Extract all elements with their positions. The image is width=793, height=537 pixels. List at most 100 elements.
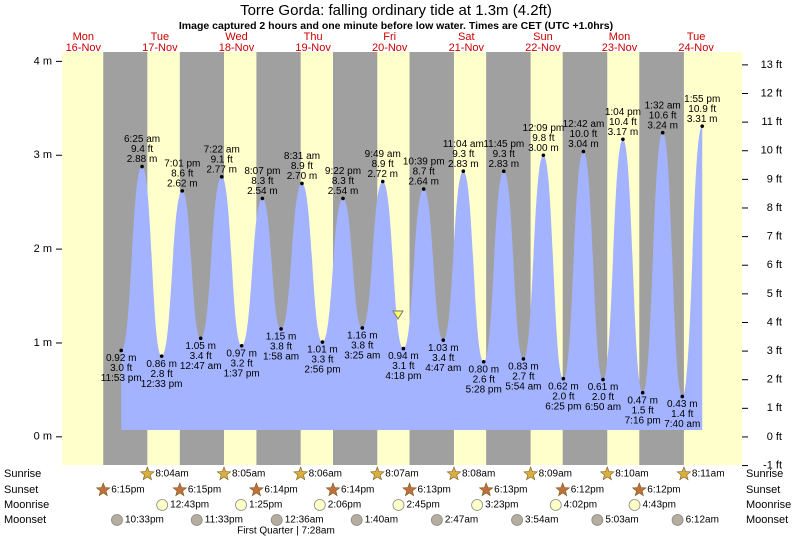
tide-label: 10.6 ft bbox=[649, 110, 677, 121]
tide-label: 3.00 m bbox=[528, 143, 559, 154]
tide-label: 3.24 m bbox=[647, 120, 678, 131]
tide-label: 2.8 ft bbox=[151, 369, 173, 380]
tide-label: 7:01 pm bbox=[164, 159, 200, 170]
weekday-label: Thu bbox=[304, 31, 323, 43]
tide-label: 2.88 m bbox=[127, 154, 158, 165]
date-label: 23-Nov bbox=[602, 42, 638, 54]
y2-tick-label: 13 ft bbox=[761, 59, 782, 71]
weekday-label: Fri bbox=[383, 31, 396, 43]
y2-tick-label: 2 ft bbox=[767, 374, 782, 386]
tide-label: 4:47 am bbox=[425, 363, 461, 374]
tide-label: 6:25 am bbox=[124, 134, 160, 145]
tide-point bbox=[401, 346, 406, 351]
moonset-icon bbox=[591, 514, 604, 526]
tide-label: 10.0 ft bbox=[570, 129, 598, 140]
tide-label: 8.3 ft bbox=[332, 176, 354, 187]
tide-label: 8.9 ft bbox=[291, 161, 313, 172]
sunset-icon bbox=[555, 482, 571, 497]
sunset-time: 6:12pm bbox=[571, 485, 604, 496]
tide-label: 2.0 ft bbox=[592, 392, 614, 403]
weekday-label: Sat bbox=[458, 31, 475, 43]
sunrise-time: 8:04am bbox=[155, 469, 188, 480]
tide-label: 3.04 m bbox=[568, 139, 599, 150]
tide-label: 10:39 pm bbox=[403, 157, 445, 168]
tide-point bbox=[341, 196, 345, 201]
water-layer bbox=[121, 126, 703, 430]
tide-label: 2.72 m bbox=[367, 169, 398, 180]
date-label: 17-Nov bbox=[142, 42, 178, 54]
moonrise-icon bbox=[471, 499, 483, 511]
tide-label: 8.3 ft bbox=[251, 176, 273, 187]
tide-label: 0.80 m bbox=[468, 364, 499, 375]
tide-label: 1:37 pm bbox=[224, 368, 260, 379]
sunrise-icon bbox=[293, 466, 309, 481]
tide-point bbox=[198, 336, 203, 341]
tide-point bbox=[300, 181, 304, 186]
tide-label: 5:54 am bbox=[505, 382, 541, 393]
moonset-icon bbox=[671, 514, 684, 526]
tide-label: 0.62 m bbox=[548, 381, 579, 392]
tide-label: 9:49 am bbox=[365, 149, 401, 160]
y2-tick-label: 10 ft bbox=[761, 145, 782, 157]
sunrise-icon bbox=[139, 466, 155, 481]
tide-point bbox=[621, 137, 625, 142]
row-label: Sunrise bbox=[746, 468, 783, 480]
moonrise-time: 4:02pm bbox=[564, 500, 597, 511]
moonset-time: 2:47am bbox=[445, 515, 478, 526]
moonset-time: 11:33pm bbox=[205, 515, 243, 526]
tide-point bbox=[700, 124, 705, 128]
tide-point bbox=[581, 149, 586, 154]
tide-label: 2.6 ft bbox=[473, 374, 495, 385]
sunset-time: 6:14pm bbox=[264, 485, 297, 496]
moonset-time: 12:36am bbox=[285, 515, 324, 526]
tide-label: 2.77 m bbox=[206, 164, 237, 175]
tide-label: 9.8 ft bbox=[532, 133, 554, 144]
sunrise-time: 8:06am bbox=[309, 469, 342, 480]
tide-label: 0.86 m bbox=[146, 359, 177, 370]
sunset-time: 6:14pm bbox=[341, 485, 374, 496]
tide-label: 10.4 ft bbox=[609, 117, 637, 128]
weekday-label: Mon bbox=[609, 31, 630, 43]
tide-point bbox=[119, 348, 124, 353]
tide-label: 5:28 pm bbox=[466, 384, 502, 395]
tide-label: 1.5 ft bbox=[632, 405, 654, 416]
tide-label: 2.54 m bbox=[247, 186, 278, 197]
tide-label: 2.62 m bbox=[167, 179, 198, 190]
y-tick-label: 3 m bbox=[34, 149, 52, 161]
weekday-label: Mon bbox=[73, 31, 94, 43]
y2-tick-label: 4 ft bbox=[767, 316, 782, 328]
moonset-time: 5:03am bbox=[605, 515, 638, 526]
row-label: Moonrise bbox=[4, 499, 49, 511]
tide-point bbox=[521, 357, 526, 361]
tide-label: 8:07 pm bbox=[244, 166, 280, 177]
tide-label: 2.70 m bbox=[287, 171, 318, 182]
moonset-time: 3:54am bbox=[525, 515, 558, 526]
sunset-icon bbox=[325, 482, 341, 497]
sunrise-time: 8:08am bbox=[462, 469, 495, 480]
tide-label: 2.7 ft bbox=[512, 372, 534, 383]
sunset-icon bbox=[95, 482, 111, 497]
weekday-label: Tue bbox=[151, 31, 170, 43]
moonrise-time: 12:43pm bbox=[170, 500, 209, 511]
tide-point bbox=[159, 354, 164, 358]
moonrise-time: 4:43pm bbox=[643, 500, 676, 511]
y2-tick-label: 9 ft bbox=[767, 173, 782, 185]
tide-label: 12:09 pm bbox=[523, 123, 565, 134]
sunset-icon bbox=[478, 482, 494, 497]
tide-area bbox=[121, 126, 703, 430]
tide-point bbox=[680, 394, 685, 399]
y2-tick-label: -1 ft bbox=[763, 459, 782, 471]
tide-label: 11:04 am bbox=[443, 139, 484, 150]
tide-label: 0.92 m bbox=[106, 353, 137, 364]
tide-label: 1.05 m bbox=[185, 341, 216, 352]
tide-point bbox=[239, 343, 244, 348]
sunrise-time: 8:10am bbox=[615, 469, 648, 480]
y2-tick-label: 5 ft bbox=[767, 288, 782, 300]
moonset-icon bbox=[511, 514, 523, 526]
tide-label: 0.97 m bbox=[226, 348, 257, 359]
tide-label: 6:50 am bbox=[585, 402, 621, 413]
tide-label: 3.8 ft bbox=[270, 342, 292, 353]
y-tick-label: 2 m bbox=[34, 243, 52, 255]
moonrise-time: 2:06pm bbox=[328, 500, 361, 511]
date-label: 21-Nov bbox=[449, 42, 485, 54]
